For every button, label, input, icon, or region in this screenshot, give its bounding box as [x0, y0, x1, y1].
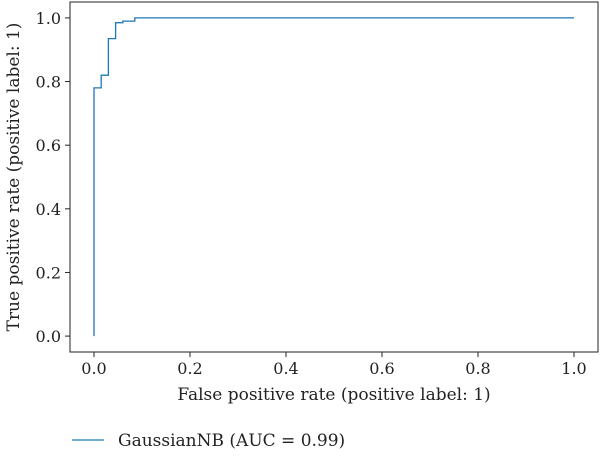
y-tick-label: 0.8 [36, 73, 61, 92]
y-tick-label: 0.6 [36, 136, 61, 155]
legend-label: GaussianNB (AUC = 0.99) [118, 431, 345, 451]
series-lines [93, 17, 574, 337]
roc-curve-line [93, 17, 574, 337]
legend: GaussianNB (AUC = 0.99) [72, 431, 345, 451]
x-tick-label: 1.0 [561, 359, 586, 378]
plot-frame [69, 1, 599, 353]
x-axis-label: False positive rate (positive label: 1) [177, 385, 490, 405]
x-tick-label: 0.0 [81, 359, 106, 378]
y-tick-label: 0.4 [36, 200, 61, 219]
x-tick-label: 0.4 [273, 359, 298, 378]
y-tick-label: 0.0 [36, 327, 61, 346]
y-tick-label: 1.0 [36, 9, 61, 28]
y-tick-label: 0.2 [36, 263, 61, 282]
axes [69, 1, 599, 353]
ticks: 0.0 0.2 0.4 0.6 0.8 1.0 0.0 0.2 0.4 0.6 0.8 1.0 [36, 9, 587, 378]
x-tick-label: 0.2 [177, 359, 202, 378]
x-tick-label: 0.8 [465, 359, 490, 378]
x-tick-label: 0.6 [369, 359, 394, 378]
y-axis-label: True positive rate (positive label: 1) [4, 23, 24, 332]
